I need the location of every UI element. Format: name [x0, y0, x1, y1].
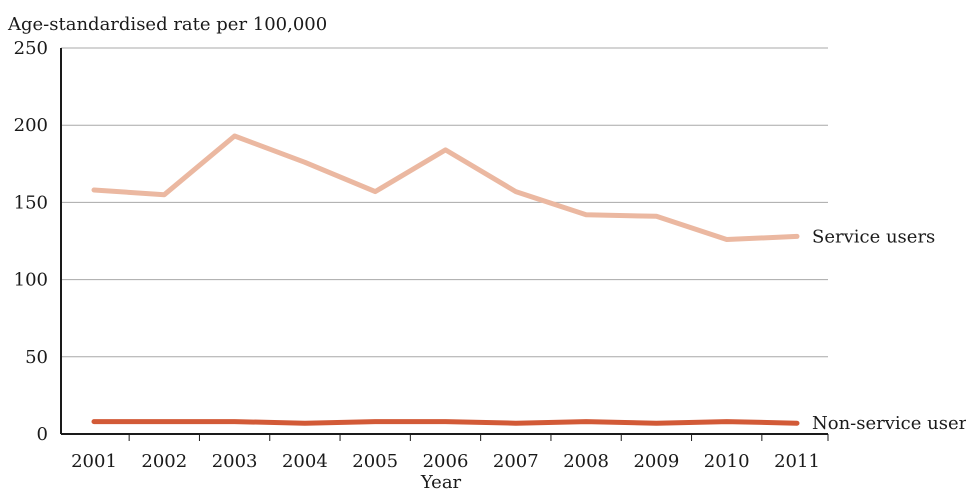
x-tick-label-2006: 2006: [423, 451, 469, 472]
series-line-non-service-users: [91, 419, 800, 426]
x-tick-label-2011: 2011: [774, 451, 820, 472]
axes: [60, 48, 829, 441]
x-tick-label-2007: 2007: [493, 451, 539, 472]
y-tick-label-50: 50: [25, 347, 48, 368]
y-tick-label-100: 100: [14, 270, 48, 291]
x-tick-label-2003: 2003: [212, 451, 258, 472]
y-tick-label-250: 250: [14, 38, 48, 59]
series-line-service-users: [91, 133, 800, 242]
grid-lines: [61, 47, 828, 358]
x-tick-label-2008: 2008: [563, 451, 609, 472]
x-tick-label-2009: 2009: [633, 451, 679, 472]
x-tick-label-2002: 2002: [141, 451, 187, 472]
y-tick-label-0: 0: [37, 424, 48, 445]
series-lines: [91, 133, 800, 426]
labels: 0 50 100 150 200 250 2001 2002 2003 2004 2005 2006 2…: [14, 38, 966, 472]
x-tick-label-2004: 2004: [282, 451, 328, 472]
series-label-non-service-users: Non-service users: [812, 413, 966, 434]
y-tick-label-200: 200: [14, 115, 48, 136]
x-axis-title: Year: [420, 472, 462, 491]
x-tick-label-2010: 2010: [704, 451, 750, 472]
y-tick-label-150: 150: [14, 192, 48, 213]
x-tick-label-2001: 2001: [71, 451, 117, 472]
y-axis-title: Age-standardised rate per 100,000: [7, 14, 327, 35]
series-label-service-users: Service users: [812, 226, 935, 247]
x-tick-label-2005: 2005: [352, 451, 398, 472]
